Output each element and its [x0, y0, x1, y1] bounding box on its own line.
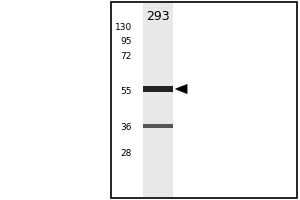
Text: 55: 55	[121, 87, 132, 96]
Text: 28: 28	[121, 148, 132, 158]
Text: 95: 95	[121, 36, 132, 46]
Text: 36: 36	[121, 122, 132, 132]
Bar	[142, 124, 172, 128]
Text: 130: 130	[115, 22, 132, 31]
Bar	[142, 86, 172, 92]
Polygon shape	[176, 84, 187, 94]
Bar	[142, 3, 172, 197]
Text: 293: 293	[146, 10, 169, 23]
Bar	[111, 2, 297, 198]
Text: 72: 72	[121, 52, 132, 61]
